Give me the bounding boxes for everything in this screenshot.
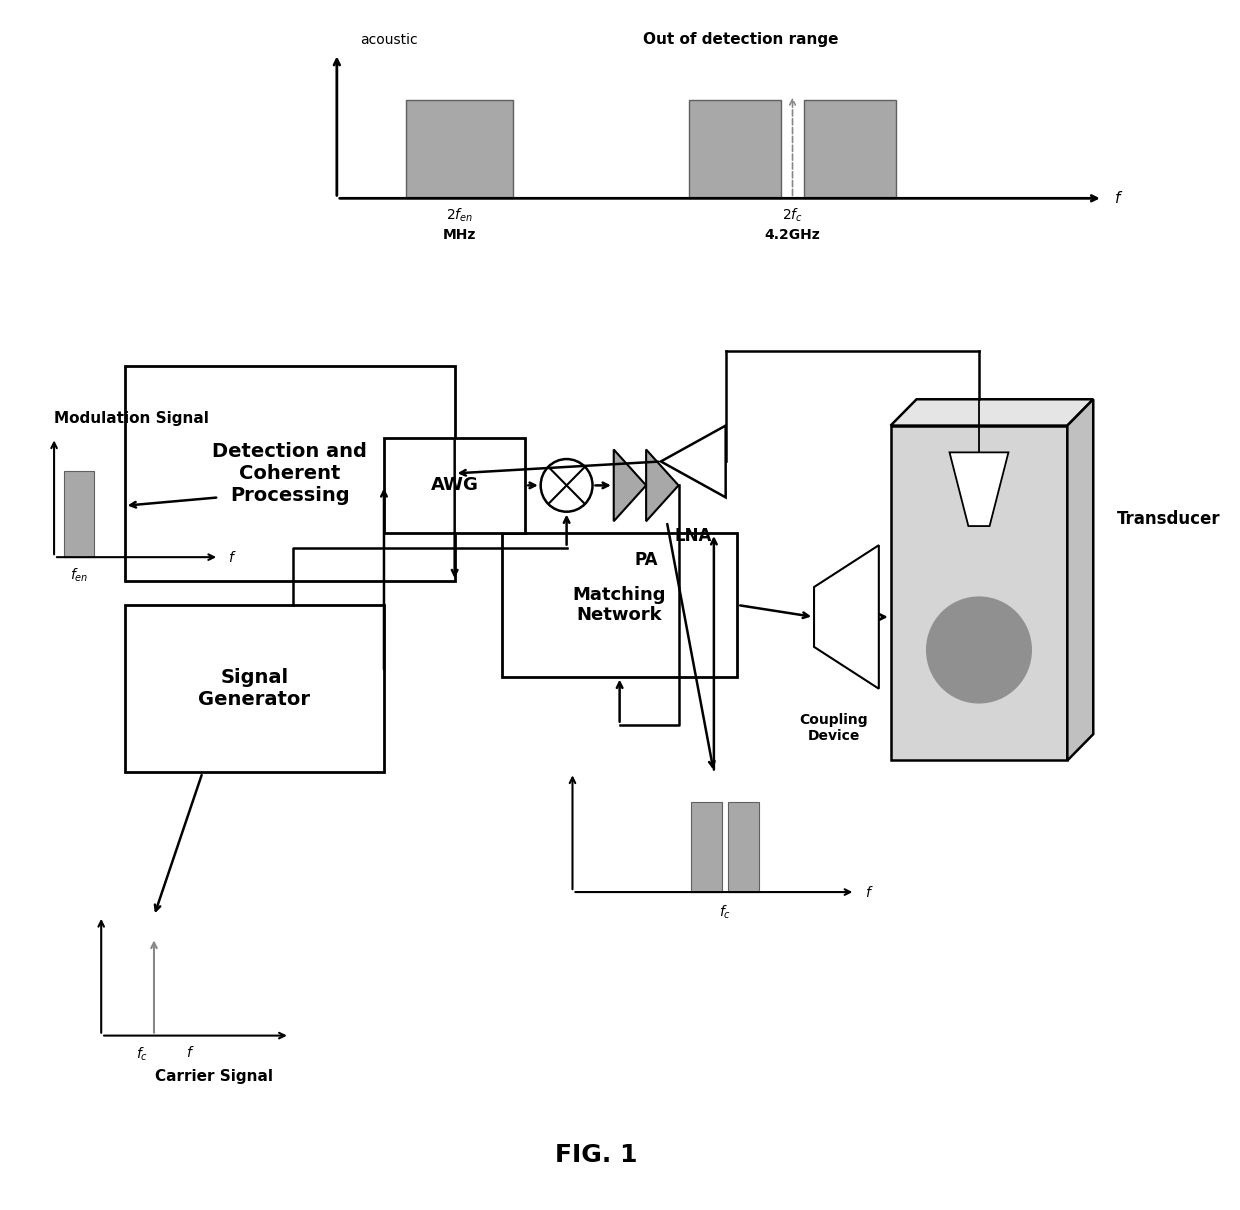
- Text: $f$: $f$: [186, 1045, 195, 1060]
- Text: MHz: MHz: [443, 229, 476, 242]
- Bar: [689, 99, 781, 198]
- Text: $2f_{en}$: $2f_{en}$: [446, 207, 472, 224]
- Text: Coupling
Device: Coupling Device: [799, 713, 868, 743]
- Text: Transducer: Transducer: [1117, 511, 1220, 529]
- Ellipse shape: [926, 597, 1032, 703]
- Text: Signal
Generator: Signal Generator: [198, 668, 310, 709]
- Polygon shape: [661, 426, 725, 497]
- Polygon shape: [813, 546, 879, 688]
- Text: FIG. 1: FIG. 1: [554, 1143, 637, 1168]
- Text: $f_c$: $f_c$: [136, 1045, 148, 1062]
- Text: $f$: $f$: [1115, 190, 1123, 207]
- Text: AWG: AWG: [430, 477, 479, 495]
- FancyBboxPatch shape: [502, 534, 738, 676]
- Text: Modulation Signal: Modulation Signal: [55, 410, 210, 426]
- Text: Carrier Signal: Carrier Signal: [155, 1070, 273, 1084]
- Polygon shape: [890, 399, 1094, 426]
- Text: $f$: $f$: [228, 549, 237, 565]
- Bar: [691, 802, 723, 892]
- FancyBboxPatch shape: [384, 438, 526, 534]
- Bar: [405, 99, 513, 198]
- Text: Detection and
Coherent
Processing: Detection and Coherent Processing: [212, 442, 367, 505]
- Polygon shape: [646, 449, 678, 522]
- Text: Out of detection range: Out of detection range: [644, 31, 838, 47]
- Text: $f_{en}$: $f_{en}$: [69, 566, 88, 584]
- Text: $f_c$: $f_c$: [719, 904, 732, 922]
- Bar: [890, 426, 1068, 761]
- Text: PA: PA: [635, 552, 658, 569]
- Polygon shape: [1068, 399, 1094, 761]
- FancyBboxPatch shape: [125, 605, 384, 772]
- Text: $f$: $f$: [864, 885, 873, 899]
- Text: $2f_c$: $2f_c$: [782, 207, 804, 224]
- Polygon shape: [614, 449, 646, 522]
- Text: 4.2GHz: 4.2GHz: [765, 229, 821, 242]
- Text: LNA: LNA: [675, 528, 712, 546]
- FancyBboxPatch shape: [125, 365, 455, 581]
- Bar: [728, 802, 759, 892]
- Polygon shape: [950, 453, 1008, 526]
- Bar: [804, 99, 897, 198]
- Circle shape: [541, 459, 593, 512]
- Text: acoustic: acoustic: [360, 33, 418, 47]
- Bar: [64, 471, 94, 557]
- Text: Matching
Network: Matching Network: [573, 586, 666, 624]
